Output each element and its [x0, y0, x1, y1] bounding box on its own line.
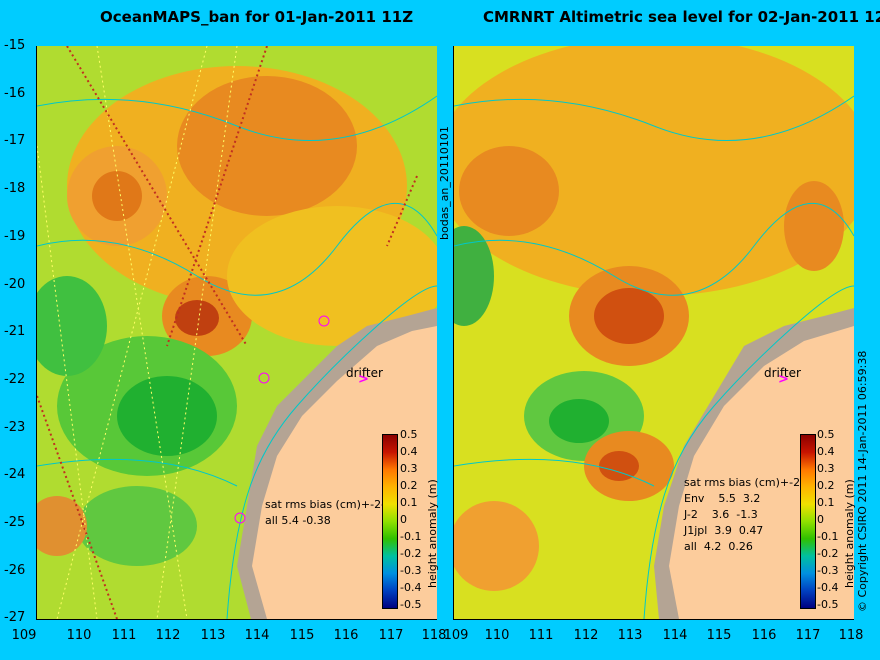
y-tick: -19 [4, 229, 26, 244]
right-cbar-label: -0.4 [817, 581, 839, 594]
right-cbar-label: -0.3 [817, 564, 839, 577]
x-tick-left: 118 [421, 628, 447, 643]
left-colorbar [382, 434, 398, 609]
y-tick: -26 [4, 563, 26, 578]
right-cbar-label: 0.2 [817, 479, 835, 492]
left-cbar-label: -0.3 [400, 564, 422, 577]
drifter-arrow-icon: > [778, 372, 789, 387]
x-tick-right: 118 [838, 628, 864, 643]
right-cbar-label: 0.5 [817, 428, 835, 441]
x-tick-right: 116 [751, 628, 777, 643]
x-tick-left: 115 [289, 628, 315, 643]
x-tick-left: 112 [155, 628, 181, 643]
y-tick: -21 [4, 324, 26, 339]
drifter-label-right: drifter [764, 366, 801, 380]
x-tick-left: 109 [11, 628, 37, 643]
right-map[interactable] [453, 46, 854, 620]
right-cbar-label: 0.4 [817, 445, 835, 458]
y-tick: -15 [4, 38, 26, 53]
x-tick-right: 110 [484, 628, 510, 643]
left-stats-header: sat rms bias (cm)+-2e [265, 498, 388, 511]
left-cbar-label: 0.2 [400, 479, 418, 492]
y-tick: -23 [4, 420, 26, 435]
right-cbar-label: 0.3 [817, 462, 835, 475]
x-tick-right: 115 [706, 628, 732, 643]
left-cbar-label: -0.1 [400, 530, 422, 543]
x-tick-left: 110 [66, 628, 92, 643]
right-cbar-label: 0.1 [817, 496, 835, 509]
right-cbar-label: 0 [817, 513, 824, 526]
right-stats-line: Env 5.5 3.2 [684, 492, 761, 505]
right-colorbar [800, 434, 816, 609]
right-stats-line: J1jpl 3.9 0.47 [684, 524, 764, 537]
right-stats-line: all 4.2 0.26 [684, 540, 753, 553]
left-map[interactable] [36, 46, 437, 620]
right-stats-header: sat rms bias (cm)+-20 [684, 476, 808, 489]
right-cbar-label: -0.2 [817, 547, 839, 560]
right-stats-line: J-2 3.6 -1.3 [684, 508, 758, 521]
x-tick-left: 114 [244, 628, 270, 643]
right-cbar-label: -0.5 [817, 598, 839, 611]
y-tick: -16 [4, 86, 26, 101]
y-tick: -17 [4, 133, 26, 148]
left-cbar-title: height anomaly (m) [426, 479, 439, 588]
left-map-title: OceanMAPS_ban for 01-Jan-2011 11Z [100, 8, 414, 26]
y-tick: -18 [4, 181, 26, 196]
x-tick-right: 109 [443, 628, 469, 643]
right-cbar-label: -0.1 [817, 530, 839, 543]
right-map-canvas [454, 46, 854, 619]
x-tick-left: 113 [200, 628, 226, 643]
left-cbar-label: -0.2 [400, 547, 422, 560]
y-tick: -20 [4, 277, 26, 292]
drifter-label-left: drifter [346, 366, 383, 380]
copyright-label: © Copyright CSIRO 2011 14-Jan-2011 06:59… [856, 350, 869, 612]
run-id-label: bodas_an_20110101 [438, 126, 451, 240]
x-tick-right: 111 [528, 628, 554, 643]
x-tick-right: 113 [617, 628, 643, 643]
y-tick: -24 [4, 467, 26, 482]
x-tick-right: 114 [662, 628, 688, 643]
left-cbar-label: 0 [400, 513, 407, 526]
y-tick: -22 [4, 372, 26, 387]
left-cbar-label: 0.4 [400, 445, 418, 458]
x-tick-left: 116 [333, 628, 359, 643]
drifter-arrow-icon: > [358, 372, 369, 387]
left-map-canvas [37, 46, 437, 619]
x-tick-left: 117 [378, 628, 404, 643]
left-cbar-label: 0.1 [400, 496, 418, 509]
y-tick: -25 [4, 515, 26, 530]
x-tick-right: 117 [795, 628, 821, 643]
left-cbar-label: 0.3 [400, 462, 418, 475]
left-stats-line: all 5.4 -0.38 [265, 514, 331, 527]
x-tick-left: 111 [111, 628, 137, 643]
right-map-title: CMRNRT Altimetric sea level for 02-Jan-2… [483, 8, 880, 26]
left-cbar-label: -0.5 [400, 598, 422, 611]
left-cbar-label: 0.5 [400, 428, 418, 441]
y-tick: -27 [4, 610, 26, 625]
left-cbar-label: -0.4 [400, 581, 422, 594]
x-tick-right: 112 [573, 628, 599, 643]
right-cbar-title: height anomaly (m) [843, 479, 856, 588]
